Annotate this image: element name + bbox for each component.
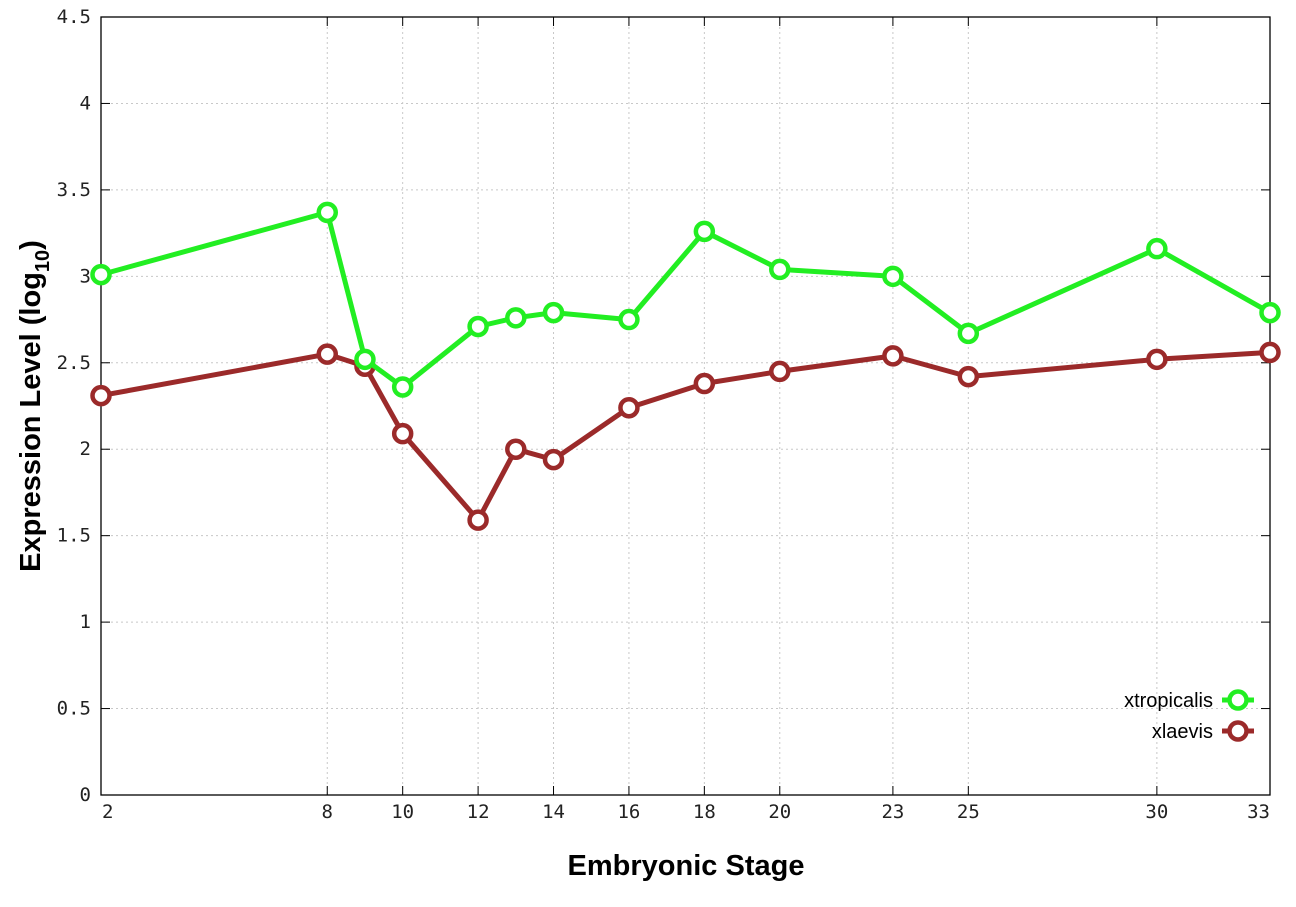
axis-ticks: 0 0.5 1 1.5 2 2.5 3 3.5 4 4.5 2 8 10 12 14 16 18 20 23 25 30… — [57, 6, 1271, 823]
legend-label: xtropicalis — [1124, 690, 1213, 712]
data-point-xlaevis — [1259, 341, 1281, 364]
x-tick-label: 2 — [102, 801, 113, 823]
data-point-xtropicalis — [90, 263, 112, 286]
y-tick-label: 2 — [80, 438, 91, 460]
legend-marker — [1227, 720, 1249, 742]
data-point-xtropicalis — [693, 220, 716, 243]
x-tick-label: 12 — [467, 801, 490, 823]
data-point-xtropicalis — [391, 376, 414, 398]
y-tick-label: 1.5 — [57, 525, 91, 547]
data-point-xlaevis — [769, 360, 791, 383]
y-axis-title: Expression Level (log10) — [15, 240, 54, 572]
series-xtropicalis — [90, 201, 1281, 398]
y-axis-title-main: Expression Level (log — [15, 272, 47, 572]
data-point-xlaevis — [316, 343, 339, 365]
y-axis-title-close: ) — [15, 240, 47, 250]
x-tick-label: 20 — [768, 801, 791, 823]
series-layer — [90, 201, 1281, 531]
data-point-xlaevis — [505, 438, 527, 460]
y-tick-label: 3 — [80, 265, 91, 287]
x-tick-label: 18 — [693, 801, 716, 823]
data-point-xtropicalis — [316, 201, 339, 224]
x-axis-title: Embryonic Stage — [568, 850, 805, 882]
x-tick-label: 14 — [542, 801, 565, 823]
x-tick-label: 33 — [1247, 801, 1270, 823]
data-point-xtropicalis — [1259, 301, 1281, 324]
data-point-xtropicalis — [882, 265, 904, 288]
y-tick-label: 4 — [80, 92, 91, 114]
data-point-xtropicalis — [957, 322, 980, 345]
data-point-xlaevis — [391, 422, 414, 445]
x-tick-label: 25 — [957, 801, 980, 823]
legend-item-xtropicalis: xtropicalis — [1124, 689, 1254, 712]
data-point-xlaevis — [90, 384, 112, 407]
data-point-xtropicalis — [769, 258, 791, 281]
data-point-xtropicalis — [354, 348, 376, 371]
data-point-xtropicalis — [1146, 237, 1168, 260]
y-tick-label: 0 — [80, 784, 91, 806]
data-point-xtropicalis — [505, 307, 527, 329]
data-point-xlaevis — [882, 345, 904, 367]
y-tick-label: 2.5 — [57, 352, 91, 374]
grid — [101, 17, 1270, 795]
data-point-xlaevis — [618, 396, 640, 419]
y-axis-title-subscript: 10 — [32, 250, 54, 272]
data-point-xlaevis — [693, 372, 716, 395]
y-tick-label: 3.5 — [57, 179, 91, 201]
data-point-xlaevis — [467, 509, 489, 531]
x-tick-label: 8 — [322, 801, 333, 823]
series-line-xtropicalis — [100, 209, 1272, 390]
y-tick-label: 4.5 — [57, 6, 91, 28]
x-tick-label: 30 — [1145, 801, 1168, 823]
data-point-xlaevis — [1146, 348, 1168, 371]
x-tick-label: 23 — [881, 801, 904, 823]
series-line-xlaevis — [100, 349, 1271, 523]
legend: xtropicalis xlaevis — [1124, 689, 1254, 743]
legend-marker — [1227, 689, 1249, 711]
plot-frame — [100, 16, 1271, 796]
data-point-xlaevis — [957, 365, 980, 388]
data-point-xtropicalis — [542, 301, 565, 324]
data-point-xtropicalis — [618, 308, 640, 331]
data-point-xtropicalis — [467, 315, 489, 338]
x-tick-label: 10 — [391, 801, 414, 823]
legend-label: xlaevis — [1152, 721, 1213, 743]
y-tick-label: 1 — [80, 611, 91, 633]
series-xlaevis — [90, 341, 1281, 531]
legend-item-xlaevis: xlaevis — [1152, 720, 1254, 743]
y-tick-label: 0.5 — [57, 698, 91, 720]
x-tick-label: 16 — [617, 801, 640, 823]
data-point-xlaevis — [542, 448, 565, 471]
